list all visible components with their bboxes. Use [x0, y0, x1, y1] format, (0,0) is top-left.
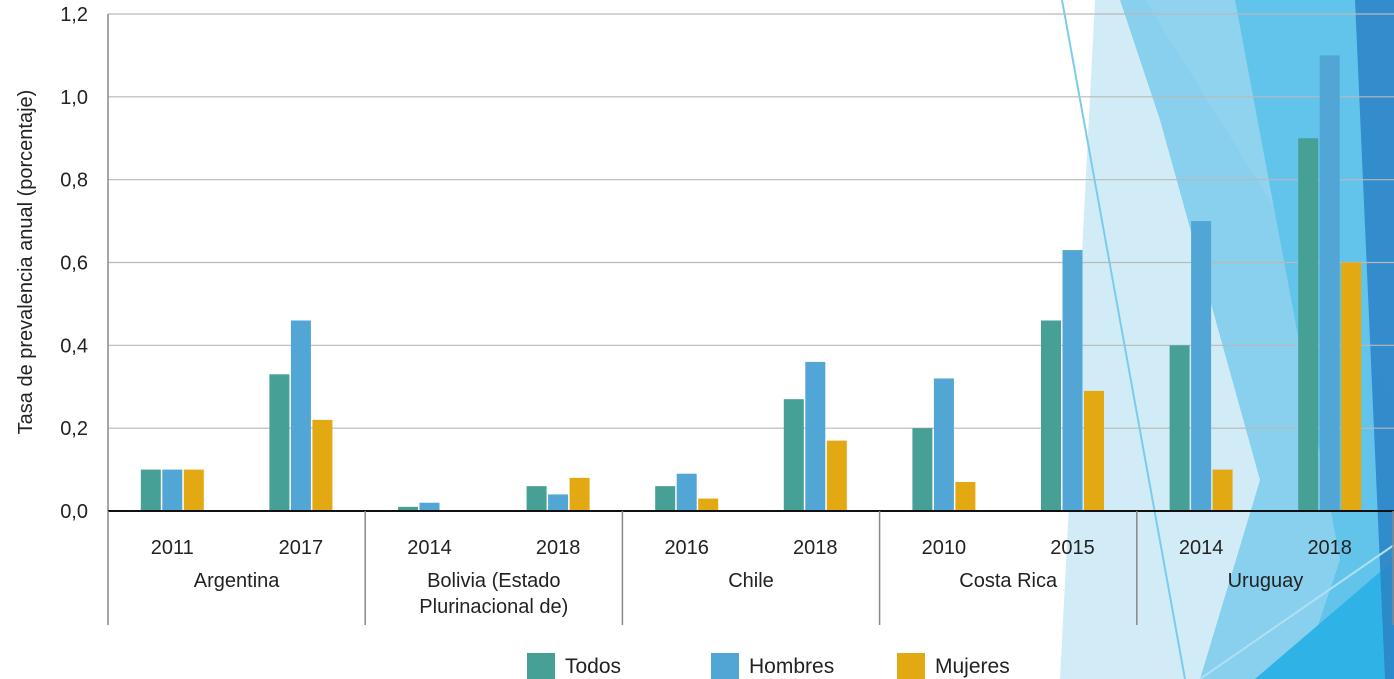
x-group-label: Argentina [194, 570, 280, 592]
bar-hombres [548, 494, 569, 511]
x-group-label: Bolivia (Estado [427, 570, 560, 592]
decor-thin-line-2 [1199, 544, 1394, 679]
decor-corner-panel [1255, 560, 1394, 679]
y-tick-label: 1,2 [60, 4, 88, 26]
legend-label-todos: Todos [565, 655, 621, 678]
x-tick-label-year: 2015 [1050, 537, 1095, 559]
bar-todos [1298, 138, 1319, 511]
bar-hombres [676, 473, 697, 511]
legend: Todos Hombres Mujeres [527, 653, 1010, 679]
bar-mujeres [698, 498, 719, 511]
bar-hombres [1191, 221, 1212, 512]
bar-hombres [1062, 250, 1083, 511]
y-tick-label: 1,0 [60, 87, 88, 109]
bar-mujeres [569, 477, 590, 511]
decor-thin-line [1061, 0, 1186, 679]
bar-hombres [805, 361, 826, 511]
bar-todos [140, 469, 161, 511]
bar-todos [655, 486, 676, 511]
x-axis-labels: 2011 2017 Argentina 2014 2018 Bolivia (Estado… [107, 511, 1394, 625]
x-tick-label-year: 2011 [151, 537, 194, 559]
x-tick-label-year: 2014 [1179, 537, 1224, 559]
bar-todos [269, 374, 290, 511]
y-tick-label: 0,4 [60, 335, 88, 357]
x-tick-label-year: 2010 [922, 537, 967, 559]
x-group-label: Uruguay [1228, 570, 1304, 592]
y-tick-label: 0,0 [60, 501, 88, 523]
x-group-label: Chile [728, 570, 774, 592]
bar-mujeres [312, 419, 333, 511]
y-tick-label: 0,8 [60, 170, 88, 192]
bar-hombres [933, 378, 954, 511]
bar-hombres [1319, 55, 1340, 512]
bar-hombres [419, 502, 440, 511]
bar-hombres [162, 469, 183, 511]
bar-todos [1169, 345, 1190, 511]
x-group-label: Costa Rica [959, 570, 1058, 592]
x-tick-label-year: 2014 [407, 537, 452, 559]
bars [140, 55, 1362, 512]
x-tick-label-year: 2018 [1307, 537, 1352, 559]
x-tick-label-year: 2018 [536, 537, 581, 559]
y-tick-label: 0,2 [60, 418, 88, 440]
bar-todos [783, 399, 804, 511]
bar-mujeres [826, 440, 847, 511]
legend-label-mujeres: Mujeres [935, 655, 1010, 678]
legend-swatch-todos [527, 653, 555, 679]
x-tick-label-year: 2016 [664, 537, 709, 559]
bar-todos [526, 486, 547, 511]
y-axis-label: Tasa de prevalencia anual (porcentaje) [15, 90, 37, 435]
decor-dark-strip [1355, 0, 1394, 679]
bar-mujeres [183, 469, 204, 511]
legend-swatch-hombres [711, 653, 739, 679]
bar-todos [1041, 320, 1061, 511]
bar-mujeres [1341, 262, 1362, 511]
x-group-label: Plurinacional de) [419, 596, 568, 618]
y-tick-label: 0,6 [60, 253, 88, 275]
bar-mujeres [955, 482, 976, 511]
legend-label-hombres: Hombres [749, 655, 834, 678]
x-tick-label-year: 2018 [793, 537, 838, 559]
bar-mujeres [1084, 390, 1104, 511]
bar-todos [912, 428, 933, 511]
y-axis-ticks: 0,0 0,2 0,4 0,6 0,8 1,0 1,2 [60, 4, 88, 523]
x-axis [107, 14, 1394, 512]
bar-todos [398, 506, 418, 511]
x-tick-label-year: 2017 [279, 537, 324, 559]
bar-mujeres [1212, 469, 1233, 511]
bar-hombres [290, 320, 311, 511]
legend-swatch-mujeres [897, 653, 925, 679]
